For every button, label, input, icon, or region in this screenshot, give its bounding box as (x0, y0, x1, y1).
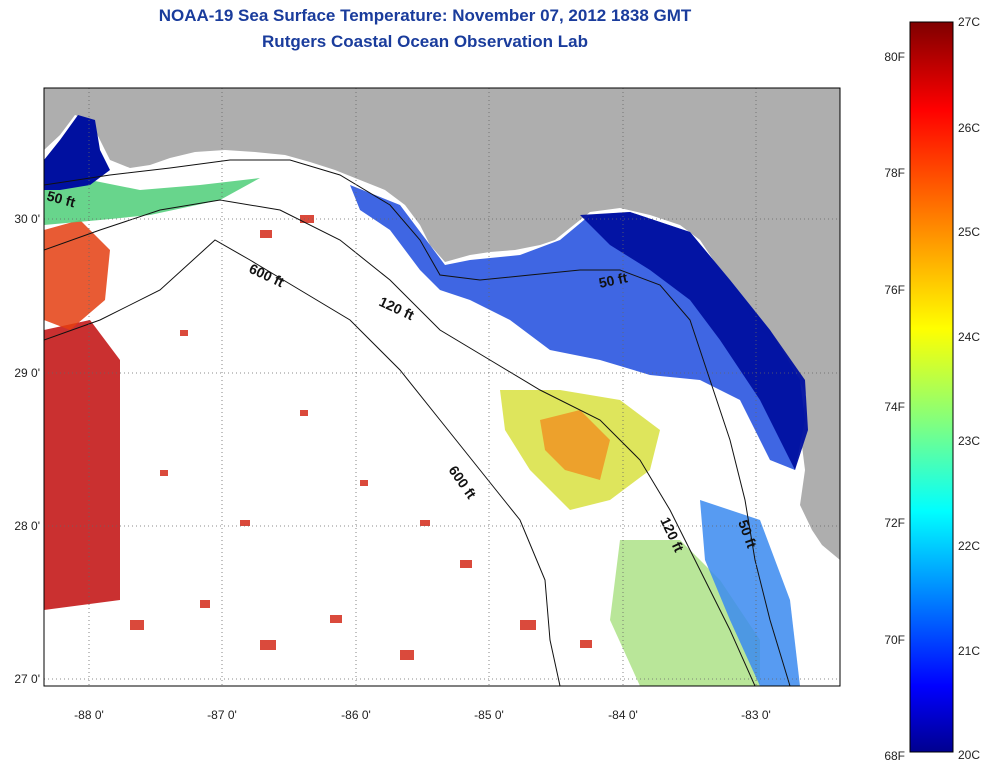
scattered-warm-pixels (130, 215, 592, 660)
map-area (44, 88, 840, 686)
lat-tick-label: 28 0' (14, 519, 40, 533)
colorbar-celsius-label: 24C (958, 330, 980, 344)
dark-blue-northwest (44, 115, 110, 190)
contour-600ft (44, 239, 561, 686)
blue-shelf-southeast (700, 500, 800, 686)
contour-120ft (44, 199, 756, 686)
lat-tick-label: 29 0' (14, 366, 40, 380)
map-subtitle: Rutgers Coastal Ocean Observation Lab (262, 32, 588, 51)
dark-blue-coast (580, 212, 808, 470)
colorbar-celsius-label: 23C (958, 434, 980, 448)
axis-ticks: -88 0' -87 0' -86 0' -85 0' -84 0' -83 0' 30 0… (14, 212, 770, 722)
warm-water-west (44, 320, 120, 610)
colorbar-fahrenheit-label: 80F (884, 50, 905, 64)
lon-tick-label: -86 0' (341, 708, 371, 722)
colorbar-celsius-label: 26C (958, 121, 980, 135)
colorbar-labels: 27C 26C 25C 24C 23C 22C 21C 20C 80F 78F 76F 74F 72F 7… (884, 15, 980, 763)
contour-label-50ft-east: 50 ft (597, 269, 629, 291)
map-title: NOAA-19 Sea Surface Temperature: Novembe… (158, 6, 692, 25)
lon-tick-label: -87 0' (207, 708, 237, 722)
colorbar-fahrenheit-label: 70F (884, 633, 905, 647)
lat-lon-grid (44, 88, 840, 686)
lon-tick-label: -83 0' (741, 708, 771, 722)
lon-tick-label: -84 0' (608, 708, 638, 722)
land-mass (44, 88, 840, 560)
colorbar-fahrenheit-label: 68F (884, 749, 905, 763)
contour-label-50ft-west: 50 ft (45, 187, 77, 210)
lon-tick-label: -85 0' (474, 708, 504, 722)
colorbar-celsius-label: 20C (958, 748, 980, 762)
colorbar-fahrenheit-label: 76F (884, 283, 905, 297)
warm-patch (44, 220, 110, 330)
lat-tick-label: 30 0' (14, 212, 40, 226)
map-frame (43, 87, 841, 687)
colorbar-fahrenheit-label: 74F (884, 400, 905, 414)
colorbar-celsius-label: 25C (958, 225, 980, 239)
green-nearshore-west (44, 178, 260, 225)
lon-tick-label: -88 0' (74, 708, 104, 722)
colorbar-fahrenheit-label: 78F (884, 166, 905, 180)
contour-50ft (44, 159, 791, 686)
southeast-shelf (610, 540, 760, 686)
colorbar-celsius-label: 27C (958, 15, 980, 29)
orange-shelf (540, 410, 610, 480)
colorbar-celsius-label: 22C (958, 539, 980, 553)
colorbar-fahrenheit-label: 72F (884, 516, 905, 530)
lat-tick-label: 27 0' (14, 672, 40, 686)
colorbar-celsius-label: 21C (958, 644, 980, 658)
colorbar (909, 21, 954, 753)
